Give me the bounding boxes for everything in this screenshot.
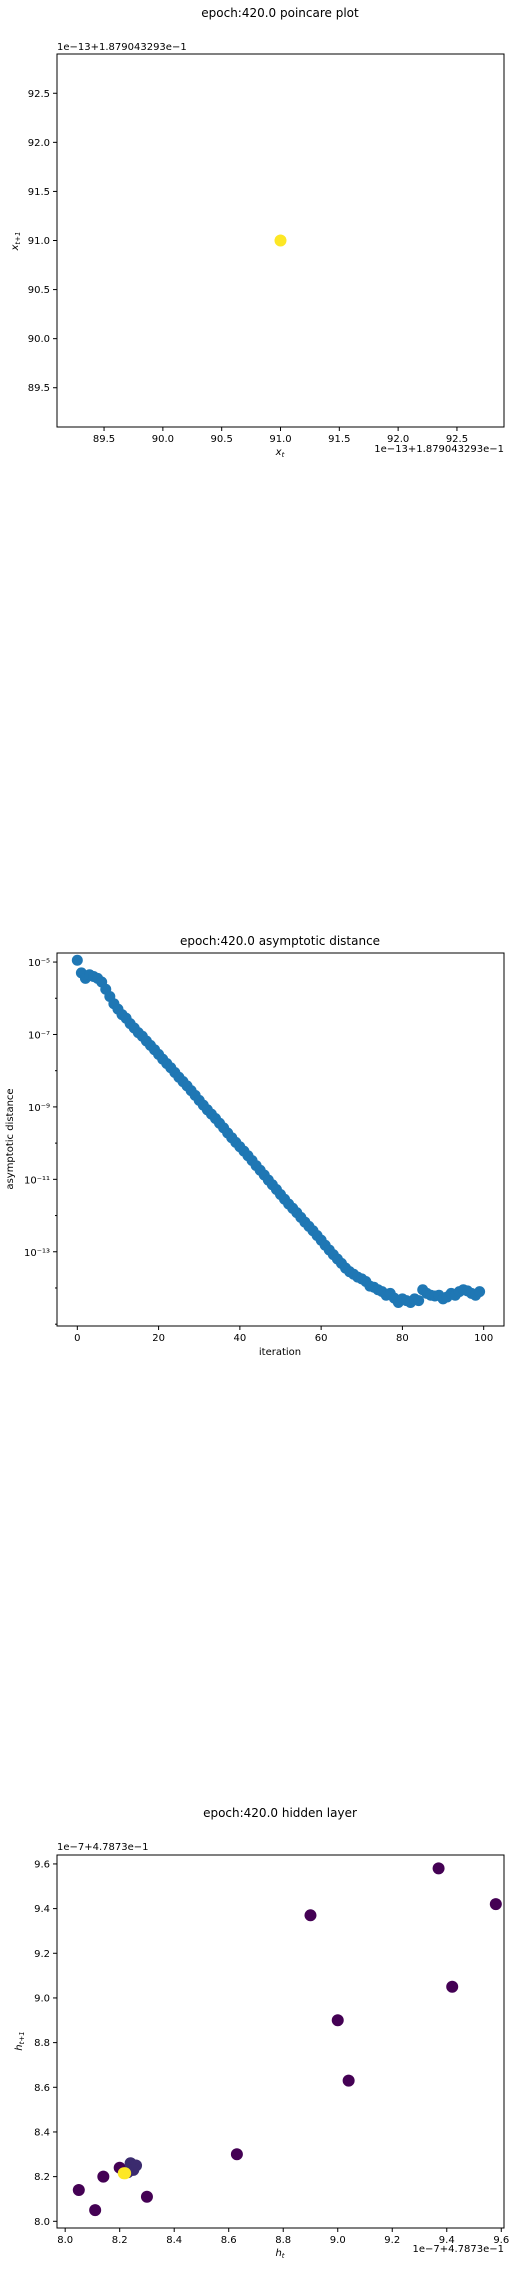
poincare-xtick-label: 92.5: [446, 434, 468, 445]
asymptotic-ytick-label: 10⁻⁹: [28, 1103, 50, 1114]
hidden-ytick-label: 8.2: [34, 2172, 50, 2183]
poincare-xtick-label: 91.5: [328, 434, 350, 445]
asymptotic-xtick-label: 0: [74, 1333, 80, 1344]
asymptotic-xtick-label: 60: [315, 1333, 328, 1344]
hidden-point: [304, 1909, 317, 1922]
hidden-point: [72, 2184, 85, 2197]
hidden-xtick-label: 9.0: [330, 2235, 346, 2246]
poincare-xlabel: xt: [275, 447, 285, 459]
poincare-xtick-label: 89.5: [93, 434, 115, 445]
poincare-point: [274, 234, 287, 247]
poincare-ytick-label: 89.5: [28, 383, 50, 394]
hidden-xtick-label: 9.6: [493, 2235, 509, 2246]
hidden-xtick-label: 8.4: [166, 2235, 182, 2246]
asymptotic-point: [413, 1295, 425, 1307]
asymptotic-xtick-label: 100: [474, 1333, 493, 1344]
asymptotic-ytick-label: 10⁻⁵: [28, 958, 50, 969]
poincare-ylabel: xt+1: [10, 232, 22, 252]
hidden-xtick-label: 8.0: [57, 2235, 73, 2246]
hidden-xtick-label: 8.6: [221, 2235, 237, 2246]
poincare-ytick-label: 90.5: [28, 285, 50, 296]
asymptotic-ytick-label: 10⁻⁷: [28, 1030, 50, 1041]
hidden-point: [342, 2074, 355, 2087]
hidden-point: [331, 2014, 344, 2027]
hidden-xtick-label: 8.2: [112, 2235, 128, 2246]
poincare-xtick-label: 92.0: [387, 434, 409, 445]
hidden-title: epoch:420.0 hidden layer: [203, 1806, 357, 1820]
poincare-xtick-label: 90.5: [211, 434, 233, 445]
hidden-ytick-label: 9.6: [34, 1859, 50, 1870]
hidden-ytick-label: 8.0: [34, 2217, 50, 2228]
poincare-xtick-label: 90.0: [152, 434, 174, 445]
asymptotic-ylabel: asymptotic distance: [5, 1088, 16, 1189]
asymptotic-xlabel: iteration: [259, 1347, 301, 1358]
poincare-ytick-label: 90.0: [28, 334, 50, 345]
poincare-ytick-label: 92.0: [28, 138, 50, 149]
asymptotic-xtick-label: 40: [233, 1333, 246, 1344]
poincare-x-offset-label: 1e−13+1.879043293e−1: [374, 444, 504, 455]
hidden-ylabel: ht+1: [14, 2031, 26, 2050]
hidden-point: [89, 2204, 102, 2217]
hidden-ytick-label: 8.4: [34, 2127, 50, 2138]
hidden-xtick-label: 9.2: [384, 2235, 400, 2246]
asymptotic-ytick-label: 10⁻¹³: [24, 1248, 50, 1259]
poincare-chart: epoch:420.0 poincare plot 1e−13+1.879043…: [10, 6, 505, 459]
hidden-xtick-label: 8.8: [275, 2235, 291, 2246]
asymptotic-point: [474, 1286, 486, 1298]
hidden-ytick-label: 9.0: [34, 1993, 50, 2004]
poincare-ytick-label: 92.5: [28, 89, 50, 100]
hidden-ytick-label: 9.2: [34, 1949, 50, 1960]
hidden-plot-area: [56, 1854, 505, 2229]
hidden-x-offset-label: 1e−7+4.7873e−1: [412, 2244, 504, 2255]
poincare-ytick-label: 91.0: [28, 236, 50, 247]
asymptotic-ytick-label: 10⁻¹¹: [24, 1175, 50, 1186]
hidden-y-offset-label: 1e−7+4.7873e−1: [57, 1842, 149, 1853]
hidden-ytick-label: 8.8: [34, 2038, 50, 2049]
hidden-point: [230, 2148, 243, 2161]
asymptotic-point: [71, 954, 83, 966]
hidden-point: [97, 2170, 110, 2183]
hidden-point: [489, 1898, 502, 1911]
hidden-point: [432, 1862, 445, 1875]
asymptotic-xtick-label: 20: [152, 1333, 165, 1344]
asymptotic-title: epoch:420.0 asymptotic distance: [180, 934, 380, 948]
poincare-y-offset-label: 1e−13+1.879043293e−1: [57, 42, 187, 53]
hidden-point: [117, 2167, 130, 2180]
asymptotic-chart: epoch:420.0 asymptotic distance 0 20 40 60 8…: [5, 934, 505, 1358]
poincare-xtick-label: 91.0: [269, 434, 291, 445]
poincare-title: epoch:420.0 poincare plot: [201, 6, 359, 20]
asymptotic-plot-area: [56, 952, 505, 1327]
asymptotic-xtick-label: 80: [396, 1333, 409, 1344]
hidden-xlabel: ht: [275, 2248, 284, 2260]
hidden-point: [446, 1980, 459, 1993]
hidden-layer-chart: epoch:420.0 hidden layer 1e−7+4.7873e−1 …: [14, 1806, 509, 2260]
hidden-ytick-label: 9.4: [34, 1904, 50, 1915]
hidden-point: [140, 2190, 153, 2203]
hidden-ytick-label: 8.6: [34, 2083, 50, 2094]
poincare-ytick-label: 91.5: [28, 187, 50, 198]
hidden-xtick-label: 9.4: [439, 2235, 455, 2246]
